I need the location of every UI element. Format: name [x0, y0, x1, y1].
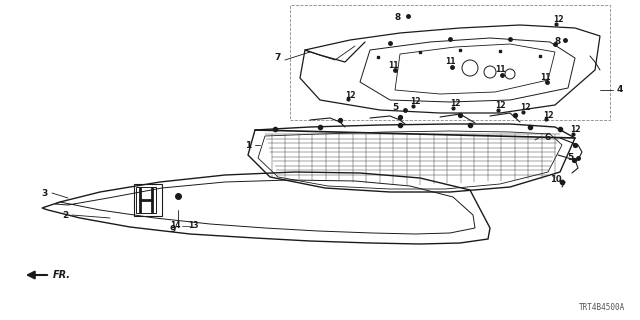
Text: 12: 12: [570, 125, 580, 134]
Text: 2: 2: [62, 211, 68, 220]
Text: 8: 8: [555, 37, 561, 46]
Text: 13: 13: [188, 221, 198, 230]
Text: 7: 7: [275, 53, 281, 62]
Text: 4: 4: [617, 85, 623, 94]
Text: 12: 12: [495, 101, 505, 110]
Text: 12: 12: [450, 100, 460, 108]
Text: 12: 12: [520, 103, 531, 113]
Text: 11: 11: [540, 73, 550, 82]
Text: 5: 5: [567, 153, 573, 162]
Text: 1: 1: [245, 140, 251, 149]
Text: 6: 6: [545, 132, 551, 141]
Text: TRT4B4500A: TRT4B4500A: [579, 303, 625, 312]
Text: 11: 11: [388, 60, 398, 69]
Text: 10: 10: [550, 175, 562, 185]
Text: 3: 3: [42, 188, 48, 197]
Text: 8: 8: [395, 13, 401, 22]
Text: 12: 12: [345, 91, 355, 100]
Text: FR.: FR.: [53, 270, 71, 280]
Text: 12: 12: [543, 110, 553, 119]
Text: 12: 12: [553, 15, 563, 25]
Text: 11: 11: [495, 66, 505, 75]
Text: 14: 14: [170, 221, 180, 230]
Text: 11: 11: [445, 58, 455, 67]
Text: 12: 12: [410, 98, 420, 107]
Text: 5: 5: [392, 103, 398, 113]
Text: 9: 9: [170, 226, 176, 235]
